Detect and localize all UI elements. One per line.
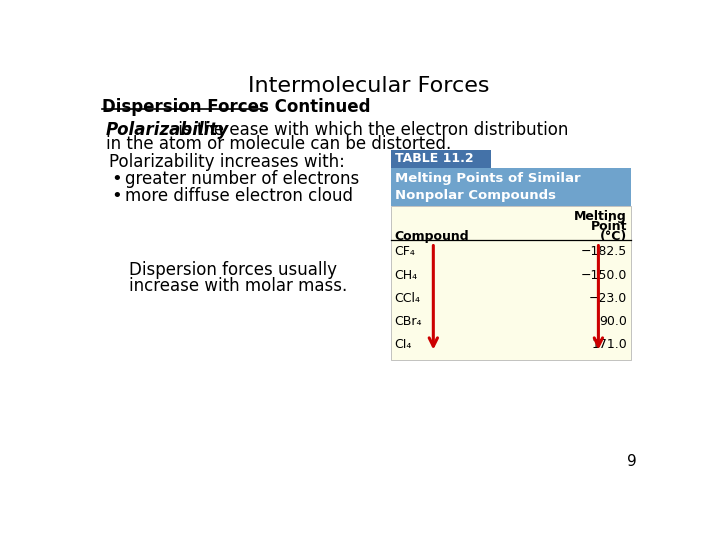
Bar	[391, 206, 631, 361]
Text: in the atom or molecule can be distorted.: in the atom or molecule can be distorted…	[106, 135, 451, 153]
Text: (°C): (°C)	[600, 231, 627, 244]
Text: Dispersion Forces Continued: Dispersion Forces Continued	[102, 98, 370, 116]
Text: Melting Points of Similar
Nonpolar Compounds: Melting Points of Similar Nonpolar Compo…	[395, 172, 581, 202]
Text: −182.5: −182.5	[581, 245, 627, 259]
Text: 9: 9	[626, 454, 636, 469]
Text: TABLE 11.2: TABLE 11.2	[395, 152, 473, 165]
Text: Polarizability increases with:: Polarizability increases with:	[109, 153, 346, 171]
Text: increase with molar mass.: increase with molar mass.	[129, 276, 347, 294]
Text: CBr₄: CBr₄	[395, 315, 422, 328]
Text: Intermolecular Forces: Intermolecular Forces	[248, 76, 490, 96]
Text: Polarizability: Polarizability	[106, 121, 229, 139]
Text: •: •	[112, 187, 122, 205]
Text: CCl₄: CCl₄	[395, 292, 420, 305]
Text: greater number of electrons: greater number of electrons	[125, 170, 359, 188]
Text: 171.0: 171.0	[591, 338, 627, 351]
Text: −23.0: −23.0	[589, 292, 627, 305]
Text: CF₄: CF₄	[395, 245, 415, 259]
Text: 90.0: 90.0	[599, 315, 627, 328]
Text: Dispersion forces usually: Dispersion forces usually	[129, 261, 337, 279]
Bar	[391, 168, 631, 206]
Text: Compound: Compound	[395, 231, 469, 244]
Text: CH₄: CH₄	[395, 268, 418, 281]
Text: CI₄: CI₄	[395, 338, 412, 351]
Text: Point: Point	[590, 220, 627, 233]
Text: •: •	[112, 170, 122, 188]
Bar	[391, 150, 492, 168]
Text: −150.0: −150.0	[581, 268, 627, 281]
Text: is the ease with which the electron distribution: is the ease with which the electron dist…	[173, 121, 568, 139]
Text: more diffuse electron cloud: more diffuse electron cloud	[125, 187, 353, 205]
Text: Melting: Melting	[575, 211, 627, 224]
